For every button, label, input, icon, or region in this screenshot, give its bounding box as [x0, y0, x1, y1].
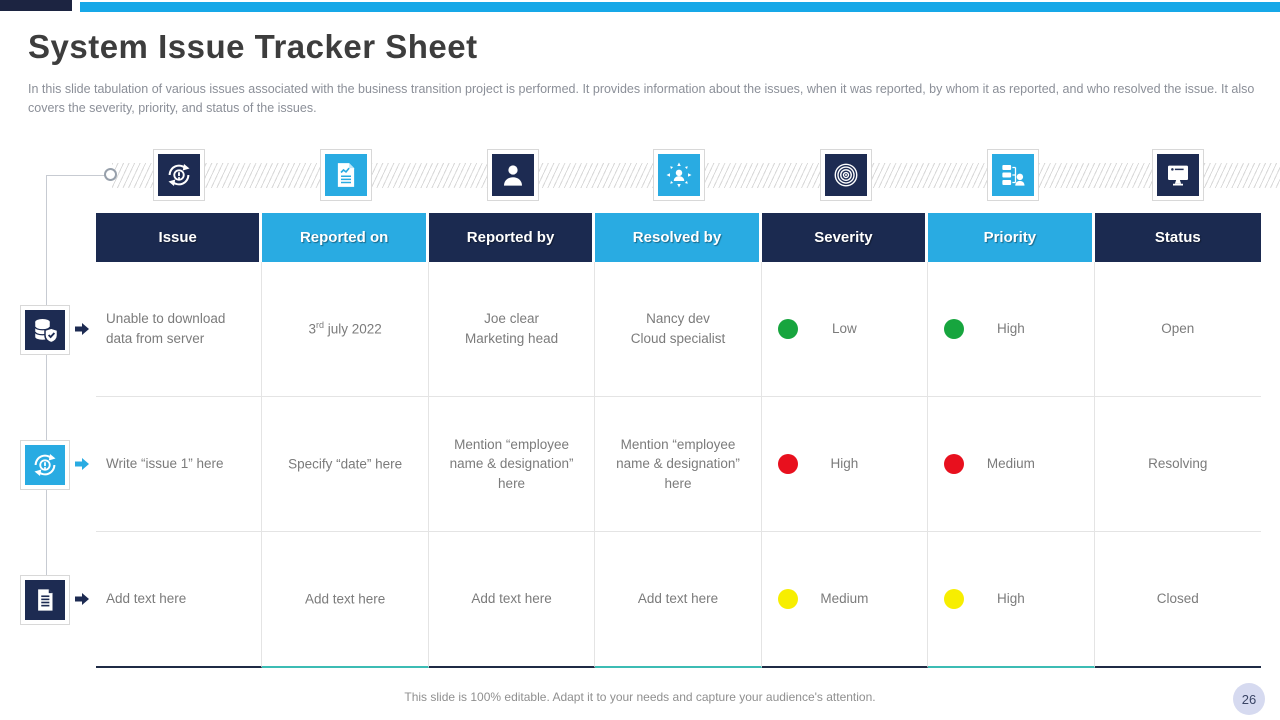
cell-priority: High	[928, 532, 1095, 668]
cell-reported-on: Add text here	[262, 532, 429, 668]
issue-sync-icon	[158, 154, 200, 196]
monitor-icon	[1157, 154, 1199, 196]
cell-reported-on: Specify “date” here	[262, 397, 429, 532]
cell-reported-by: Joe clear Marketing head	[428, 262, 596, 397]
cell-status: Resolving	[1094, 397, 1261, 532]
report-document-icon	[325, 154, 367, 196]
page-number-badge: 26	[1233, 683, 1265, 715]
col-header-reported-on: Reported on	[262, 213, 429, 262]
cell-reported-on: 3rd july 2022	[262, 262, 429, 397]
cell-severity: High	[761, 397, 929, 532]
issue-tracker-table: Issue Reported on Reported by Resolved b…	[96, 213, 1261, 668]
cell-issue: Write “issue 1” here	[96, 397, 263, 532]
arrow-right-icon	[75, 593, 89, 605]
cell-status: Closed	[1094, 532, 1261, 668]
col-header-reported-by: Reported by	[428, 213, 596, 262]
cell-severity: Medium	[761, 532, 929, 668]
priority-dot	[944, 589, 965, 609]
cell-resolved-by: Add text here	[595, 532, 762, 668]
col-header-resolved-by: Resolved by	[595, 213, 762, 262]
footer-note: This slide is 100% editable. Adapt it to…	[404, 690, 876, 704]
timeline-tile-3	[487, 149, 539, 201]
timeline-tile-1	[153, 149, 205, 201]
page-subtitle: In this slide tabulation of various issu…	[28, 82, 1255, 115]
col-header-severity: Severity	[761, 213, 929, 262]
cell-issue: Add text here	[96, 532, 263, 668]
connector-horizontal-line	[46, 175, 106, 176]
cell-priority: High	[928, 262, 1095, 397]
cell-issue: Unable to download data from server	[96, 262, 263, 397]
person-icon	[492, 154, 534, 196]
cell-severity: Low	[761, 262, 929, 397]
severity-dot	[777, 454, 798, 474]
col-header-priority: Priority	[928, 213, 1095, 262]
priority-dot	[944, 319, 965, 339]
issue-sync-icon	[25, 445, 65, 485]
spiral-icon	[825, 154, 867, 196]
priority-dot	[944, 454, 965, 474]
cell-reported-by: Add text here	[428, 532, 596, 668]
row-marker-2	[20, 440, 70, 490]
timeline-tile-5	[820, 149, 872, 201]
connector-circle	[104, 168, 117, 181]
cell-resolved-by: Mention “employee name & designation” he…	[595, 397, 762, 532]
arrow-right-icon	[75, 458, 89, 470]
org-list-person-icon	[992, 154, 1034, 196]
timeline-tile-2	[320, 149, 372, 201]
team-network-icon	[658, 154, 700, 196]
severity-dot	[777, 319, 798, 339]
connector-vertical-line	[46, 175, 47, 600]
severity-dot	[777, 589, 798, 609]
cell-resolved-by: Nancy dev Cloud specialist	[595, 262, 762, 397]
top-accent-bar-cyan	[80, 2, 1280, 12]
row-marker-1	[20, 305, 70, 355]
arrow-right-icon	[75, 323, 89, 335]
cell-reported-by: Mention “employee name & designation” he…	[428, 397, 596, 532]
timeline-tile-6	[987, 149, 1039, 201]
cell-status: Open	[1094, 262, 1261, 397]
col-header-status: Status	[1094, 213, 1261, 262]
document-icon	[25, 580, 65, 620]
page-title: System Issue Tracker Sheet	[28, 28, 478, 65]
timeline-tile-7	[1152, 149, 1204, 201]
col-header-issue: Issue	[96, 213, 263, 262]
cell-priority: Medium	[928, 397, 1095, 532]
top-accent-bar-dark	[0, 0, 72, 11]
row-marker-3	[20, 575, 70, 625]
timeline-tile-4	[653, 149, 705, 201]
database-shield-icon	[25, 310, 65, 350]
